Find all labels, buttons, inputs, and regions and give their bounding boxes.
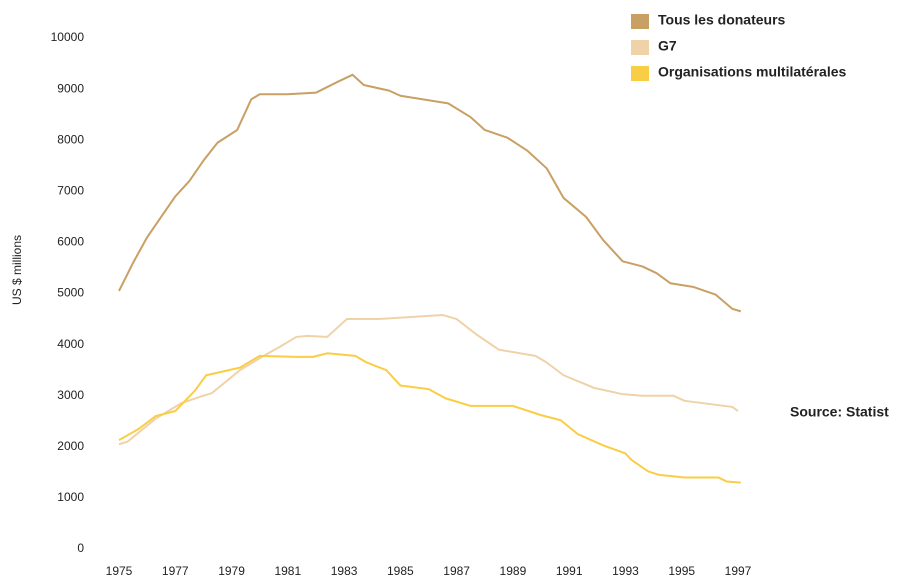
x-tick-label: 1991 [556,564,583,578]
x-tick-label: 1993 [612,564,639,578]
source-note: Source: Statist [790,404,889,420]
y-tick-label: 6000 [57,235,84,249]
legend-text: G7 [658,38,677,54]
y-tick-label: 1000 [57,490,84,504]
y-tick-label: 3000 [57,388,84,402]
x-tick-label: 1981 [274,564,301,578]
x-tick-label: 1997 [725,564,752,578]
legend-swatch [631,66,649,81]
y-tick-label: 10000 [51,30,85,44]
legend-swatch [631,40,649,55]
y-tick-label: 5000 [57,286,84,300]
y-tick-label: 0 [77,541,84,555]
line-series [118,313,739,446]
legend-text: Tous les donateurs [658,12,786,28]
line-series [118,73,742,313]
x-tick-label: 1985 [387,564,414,578]
y-axis-label: US $ millions [10,235,24,305]
y-tick-label: 4000 [57,337,84,351]
line-series [118,352,741,484]
y-tick-label: 2000 [57,439,84,453]
legend-text: Organisations multilatérales [658,64,846,80]
x-tick-label: 1995 [668,564,695,578]
legend-swatch [631,14,649,29]
x-tick-label: 1977 [162,564,189,578]
y-tick-label: 7000 [57,183,84,197]
x-tick-label: 1975 [106,564,133,578]
y-tick-label: 8000 [57,132,84,146]
y-tick-label: 9000 [57,81,84,95]
x-tick-label: 1987 [443,564,470,578]
x-tick-label: 1979 [218,564,245,578]
x-tick-label: 1983 [331,564,358,578]
x-tick-label: 1989 [500,564,527,578]
